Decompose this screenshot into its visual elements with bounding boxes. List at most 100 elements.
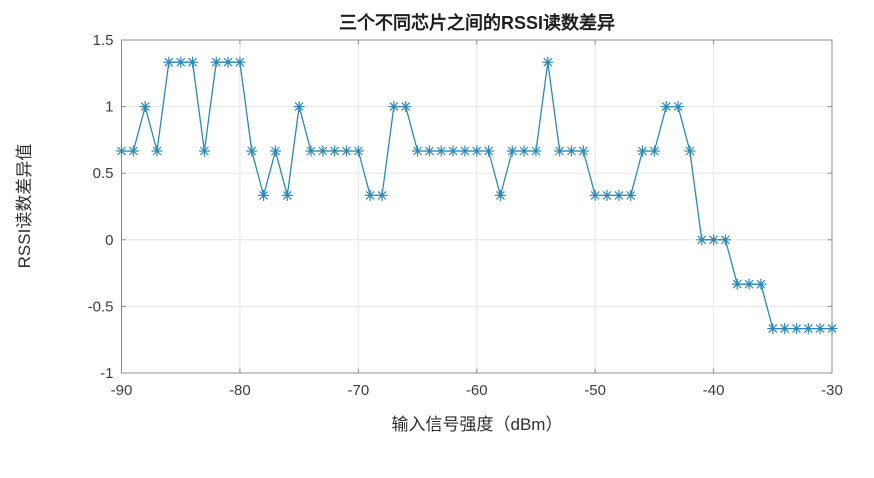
y-tick-label: 1.5 <box>93 32 114 49</box>
marker-stroke <box>555 146 565 156</box>
data-point-marker <box>435 145 447 157</box>
data-point-marker <box>376 189 388 201</box>
y-tick-label: -0.5 <box>88 298 114 315</box>
marker-stroke <box>496 190 505 200</box>
marker-stroke <box>460 146 470 156</box>
marker-stroke <box>507 146 517 156</box>
marker-stroke <box>164 57 174 67</box>
chart-title: 三个不同芯片之间的RSSI读数差异 <box>339 12 615 33</box>
data-point-marker <box>329 145 341 157</box>
marker-stroke <box>223 57 233 67</box>
x-tick-label: -60 <box>466 382 488 399</box>
data-point-marker <box>731 278 743 290</box>
marker-stroke <box>413 146 422 156</box>
data-point-marker <box>163 56 175 68</box>
marker-stroke <box>709 235 719 245</box>
x-tick-label: -90 <box>111 382 133 399</box>
data-point-marker <box>589 189 601 201</box>
data-point-marker <box>151 145 163 157</box>
data-point-marker <box>412 145 424 157</box>
y-tick-label: 0 <box>105 232 113 249</box>
data-point-marker <box>554 145 566 157</box>
marker-stroke <box>235 57 245 67</box>
marker-stroke <box>827 324 837 334</box>
data-point-marker <box>767 323 779 335</box>
data-point-marker <box>139 101 151 113</box>
data-point-marker <box>696 234 708 246</box>
marker-stroke <box>188 57 197 67</box>
data-point-marker <box>352 145 364 157</box>
marker-stroke <box>697 235 707 245</box>
marker-stroke <box>176 57 186 67</box>
marker-stroke <box>365 190 375 200</box>
marker-stroke <box>792 324 801 334</box>
x-tick-label: -80 <box>229 382 251 399</box>
marker-stroke <box>247 146 257 156</box>
marker-stroke <box>721 235 730 245</box>
plot-border <box>121 39 833 374</box>
marker-stroke <box>519 146 529 156</box>
data-point-marker <box>755 278 767 290</box>
marker-stroke <box>140 102 150 112</box>
data-point-marker <box>246 145 258 157</box>
marker-stroke <box>543 57 553 67</box>
marker-stroke <box>531 146 541 156</box>
data-point-marker <box>364 189 376 201</box>
marker-stroke <box>768 324 778 334</box>
data-point-marker <box>708 234 720 246</box>
data-point-marker <box>779 323 791 335</box>
data-point-marker <box>234 56 246 68</box>
axis-tick-labels: -90 -80 -70 -60 -50 -40 -30 -1 -0.5 0 0.5 1 1.5 <box>88 32 843 399</box>
marker-stroke <box>342 146 351 156</box>
data-series <box>116 56 838 335</box>
data-point-marker <box>672 101 684 113</box>
data-point-marker <box>269 145 281 157</box>
data-point-marker <box>127 145 139 157</box>
marker-stroke <box>626 190 636 200</box>
x-tick-label: -50 <box>584 382 606 399</box>
data-point-marker <box>459 145 471 157</box>
data-point-marker <box>258 189 270 201</box>
data-point-marker <box>660 101 672 113</box>
marker-stroke <box>815 324 825 334</box>
data-point-marker <box>826 323 838 335</box>
data-point-marker <box>743 278 755 290</box>
data-point-marker <box>542 56 554 68</box>
marker-stroke <box>673 102 683 112</box>
marker-stroke <box>330 146 340 156</box>
data-point-marker <box>175 56 187 68</box>
marker-stroke <box>152 146 162 156</box>
marker-stroke <box>117 146 126 156</box>
data-point-marker <box>210 56 222 68</box>
data-point-marker <box>281 189 293 201</box>
marker-stroke <box>732 279 742 289</box>
marker-stroke <box>484 146 494 156</box>
marker-stroke <box>661 102 671 112</box>
data-point-marker <box>719 234 731 246</box>
data-point-marker <box>814 323 826 335</box>
data-point-marker <box>116 145 127 157</box>
marker-stroke <box>602 190 612 200</box>
marker-stroke <box>199 146 209 156</box>
marker-stroke <box>128 146 138 156</box>
marker-stroke <box>401 102 411 112</box>
data-point-marker <box>494 189 506 201</box>
marker-stroke <box>271 146 280 156</box>
data-point-marker <box>340 145 352 157</box>
marker-stroke <box>803 324 813 334</box>
data-point-marker <box>222 56 234 68</box>
data-point-marker <box>317 145 329 157</box>
x-tick-label: -40 <box>703 382 725 399</box>
data-point-marker <box>565 145 577 157</box>
marker-stroke <box>638 146 647 156</box>
data-point-marker <box>400 101 412 113</box>
x-tick-label: -30 <box>821 382 843 399</box>
marker-stroke <box>448 146 458 156</box>
marker-stroke <box>472 146 482 156</box>
data-point-marker <box>483 145 495 157</box>
y-tick-label: 0.5 <box>93 165 114 182</box>
data-point-marker <box>802 323 814 335</box>
marker-stroke <box>211 57 221 67</box>
